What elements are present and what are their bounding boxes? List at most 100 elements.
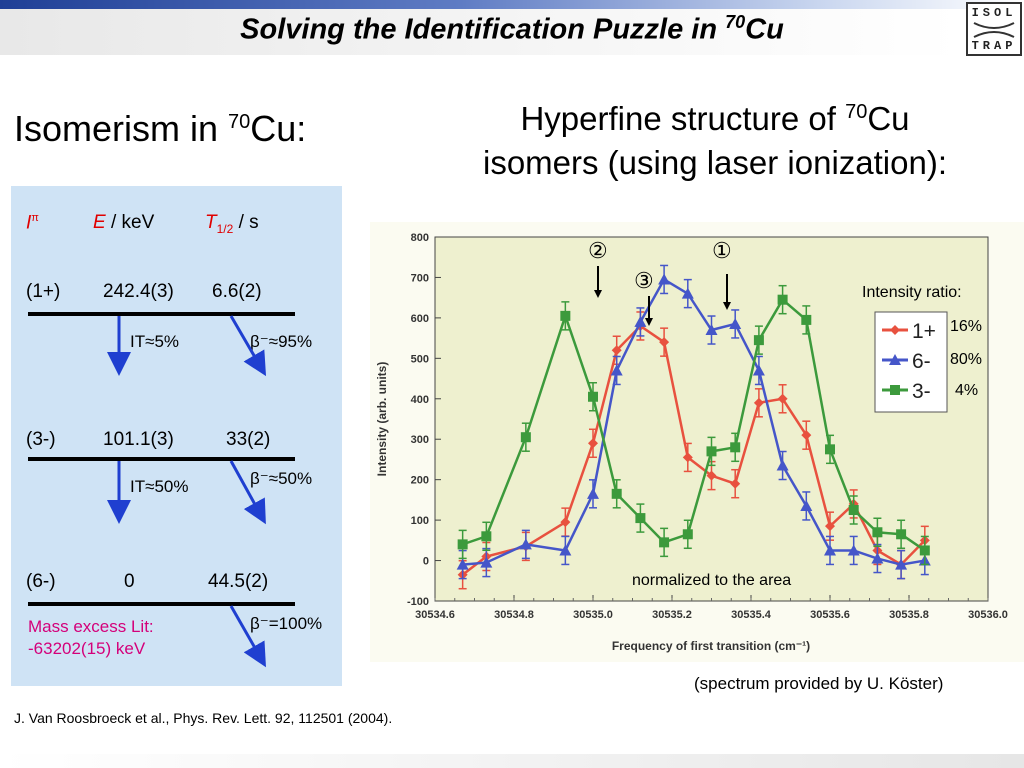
x-tick-label: 30535.4	[731, 609, 772, 621]
data-point-1+	[753, 397, 764, 408]
data-point-1+	[560, 517, 571, 528]
legend-marker-3-	[890, 385, 900, 395]
y-tick-label: 200	[411, 475, 429, 487]
data-point-1+	[706, 470, 717, 481]
data-point-1+	[682, 452, 693, 463]
data-point-1+	[777, 393, 788, 404]
legend-label-3-: 3-	[912, 380, 931, 403]
data-point-1+	[611, 345, 622, 356]
intensity-ratio-label: Intensity ratio:	[862, 284, 962, 301]
data-point-6-	[587, 487, 599, 499]
data-point-6-	[871, 552, 884, 564]
ratio-3: 4%	[955, 382, 979, 399]
logo-bottom-text: TRAP	[971, 39, 1017, 53]
data-point-3-	[777, 294, 788, 305]
data-point-3-	[560, 310, 571, 321]
beta-arrow-2	[229, 460, 266, 525]
halflife-column-header: T1/2 / s	[205, 212, 259, 236]
data-point-3-	[635, 513, 646, 524]
marker-arrowhead	[723, 302, 731, 310]
data-point-1+	[588, 438, 598, 449]
level-2-line	[28, 457, 295, 461]
marker-label-1: ①	[712, 238, 732, 263]
logo-top-text: ISOL	[971, 6, 1017, 20]
mass-excess-note: Mass excess Lit: -63202(15) keV	[28, 617, 154, 658]
data-point-3-	[872, 527, 883, 538]
y-axis-label: Intensity (arb. units)	[375, 362, 389, 477]
data-point-6-	[519, 538, 532, 550]
y-tick-label: 800	[411, 232, 429, 244]
x-tick-label: 30535.2	[652, 609, 692, 621]
level-3-spin: (6-)	[26, 571, 56, 592]
hyperfine-heading: Hyperfine structure of 70Cu isomers (usin…	[482, 100, 947, 181]
legend-label-6-: 6-	[912, 350, 931, 373]
level-1-beta-branch: β⁻≈95%	[250, 332, 313, 351]
data-point-3-	[801, 314, 812, 325]
data-point-6-	[705, 324, 718, 336]
y-tick-label: 100	[411, 515, 429, 527]
level-3-energy: 0	[124, 571, 135, 592]
normalized-note: normalized to the area	[632, 572, 792, 589]
data-point-6-	[895, 558, 908, 570]
level-2-spin: (3-)	[26, 429, 56, 450]
data-point-3-	[520, 432, 531, 443]
data-point-6-	[681, 287, 694, 299]
data-point-3-	[919, 545, 930, 556]
level-1-spin: (1+)	[26, 281, 61, 302]
marker-arrowhead	[594, 290, 602, 298]
beta-arrow-3	[229, 605, 266, 668]
top-accent-bar	[0, 0, 1024, 9]
data-point-3-	[659, 537, 670, 548]
data-point-6-	[559, 544, 572, 556]
level-2-it-branch: IT≈50%	[130, 477, 189, 496]
spectrum-credit: (spectrum provided by U. Köster)	[694, 674, 944, 693]
data-point-3-	[682, 529, 693, 540]
legend-box	[874, 311, 948, 413]
x-tick-label: 30535.6	[810, 609, 850, 621]
data-point-3-	[730, 442, 741, 453]
data-point-6-	[480, 556, 493, 568]
data-point-1+	[659, 337, 670, 348]
level-3-beta-branch: β⁻=100%	[250, 614, 323, 633]
legend-label-1+: 1+	[912, 320, 936, 343]
data-point-6-	[634, 315, 647, 327]
isomerism-heading: Isomerism in 70Cu:	[14, 108, 307, 149]
spin-column-header: Iπ	[26, 212, 39, 234]
level-2-halflife: 33(2)	[226, 429, 271, 450]
data-point-3-	[896, 529, 907, 540]
data-point-3-	[753, 335, 764, 346]
ratio-1: 16%	[950, 318, 983, 335]
data-point-3-	[457, 539, 468, 550]
data-point-6-	[456, 558, 469, 570]
y-tick-label: 700	[411, 272, 429, 284]
legend-marker-1+	[890, 325, 900, 335]
data-point-3-	[848, 505, 859, 515]
data-point-1+	[730, 478, 741, 489]
y-tick-label: 300	[411, 434, 429, 446]
level-2-energy: 101.1(3)	[103, 429, 174, 450]
data-point-3-	[588, 391, 598, 402]
level-3-halflife: 44.5(2)	[208, 571, 269, 592]
data-point-6-	[824, 544, 836, 556]
y-tick-label: 500	[411, 353, 429, 365]
data-point-6-	[658, 273, 671, 285]
x-tick-label: 30535.8	[889, 609, 929, 621]
decay-arrows	[107, 315, 267, 668]
level-3-line	[28, 602, 295, 606]
data-point-3-	[611, 488, 622, 499]
data-point-3-	[825, 444, 835, 455]
level-1-it-branch: IT≈5%	[130, 332, 180, 351]
x-axis-label: Frequency of first transition (cm⁻¹)	[612, 639, 810, 653]
isoltrap-logo: ISOL TRAP	[966, 2, 1022, 56]
data-point-3-	[481, 531, 492, 542]
ratio-2: 80%	[950, 351, 983, 368]
y-tick-label: 400	[411, 394, 429, 406]
data-point-6-	[752, 364, 765, 376]
y-tick-label: 600	[411, 313, 429, 325]
x-tick-label: 30535.0	[573, 609, 613, 621]
data-point-1+	[801, 430, 812, 441]
marker-arrowhead	[645, 318, 653, 326]
marker-label-3: ③	[634, 268, 654, 293]
x-tick-label: 30534.8	[494, 609, 534, 621]
level-2-beta-branch: β⁻≈50%	[250, 469, 313, 488]
